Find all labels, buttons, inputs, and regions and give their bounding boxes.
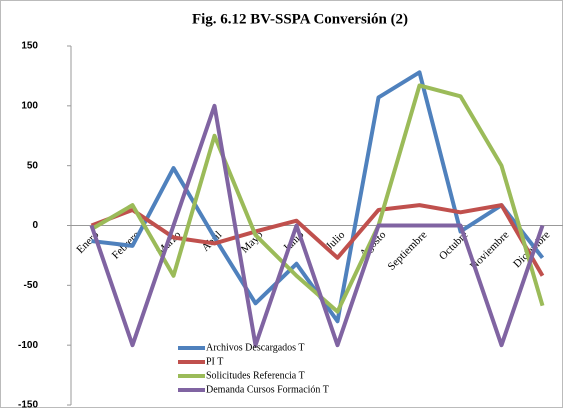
series-line (90, 203, 545, 277)
legend-label: Solicitudes Referencia T (206, 370, 305, 381)
y-tick-label: 0 (32, 220, 38, 231)
y-tick-label: -150 (18, 400, 38, 408)
chart-title: Fig. 6.12 BV-SSPA Conversión (2) (192, 11, 408, 27)
y-tick-label: 150 (21, 41, 38, 52)
series-line (89, 103, 545, 348)
legend-label: PI T (206, 356, 223, 367)
legend-label: Archivos Descargados T (206, 342, 305, 353)
y-tick-label: -100 (18, 340, 38, 351)
y-tick-label: 50 (27, 160, 39, 171)
y-tick-label: -50 (24, 280, 39, 291)
legend-label: Demanda Cursos Formación T (206, 384, 329, 395)
series-line (90, 83, 545, 314)
y-tick-label: 100 (21, 100, 38, 111)
